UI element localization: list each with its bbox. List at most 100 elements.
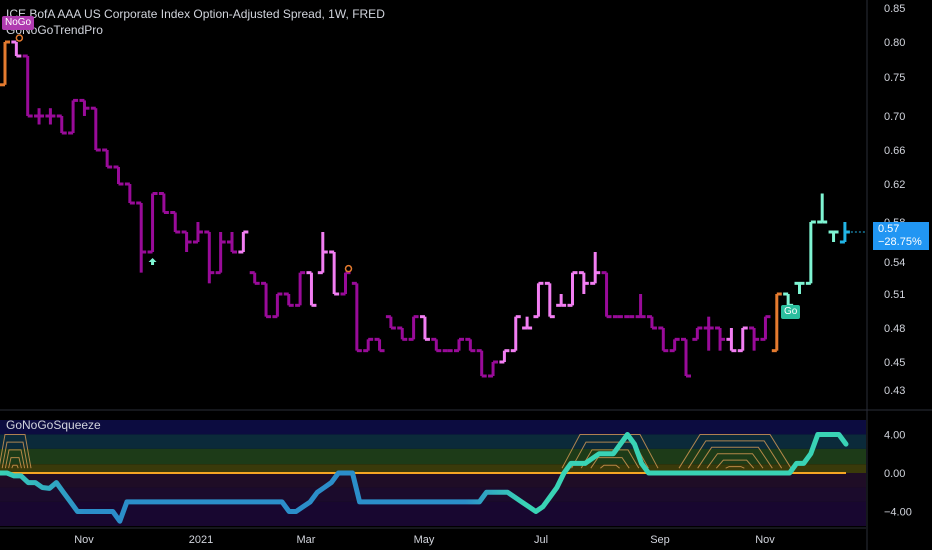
- squeeze-band: [0, 420, 866, 435]
- squeeze-fan-line: [4, 449, 26, 469]
- squeeze-fan-line: [580, 449, 640, 469]
- ohlc-bar: [692, 326, 703, 341]
- ohlc-bar: [749, 326, 760, 351]
- ohlc-bar: [590, 252, 601, 285]
- ohlc-bar: [703, 316, 714, 351]
- squeeze-band: [0, 487, 866, 502]
- squeeze-fan-line: [725, 466, 745, 469]
- squeeze-fan-line: [571, 441, 649, 469]
- ohlc-bar: [805, 220, 816, 285]
- ohlc-bar: [578, 271, 589, 294]
- ohlc-bar: [476, 349, 487, 378]
- ohlc-bar: [79, 98, 90, 116]
- price-tick-label: 0.54: [884, 257, 905, 269]
- ohlc-bar: [601, 271, 612, 319]
- ohlc-bar: [204, 230, 215, 284]
- ohlc-bar: [147, 192, 158, 254]
- time-tick-label: 2021: [189, 534, 213, 546]
- price-tick-label: 0.48: [884, 323, 905, 335]
- go-badge: Go: [781, 305, 801, 319]
- ohlc-bar: [794, 281, 805, 294]
- ohlc-bar: [227, 232, 237, 254]
- ohlc-bar: [726, 328, 737, 353]
- reversal-circle-marker: [15, 34, 24, 42]
- squeeze-fan-line: [11, 464, 19, 469]
- ohlc-bar: [431, 337, 442, 353]
- ohlc-bar: [238, 230, 249, 254]
- time-tick-label: Nov: [74, 534, 94, 546]
- last-price-change: −28.75%: [878, 236, 922, 248]
- time-tick-label: Mar: [297, 534, 316, 546]
- time-tick-label: Jul: [534, 534, 548, 546]
- ohlc-bar: [124, 182, 135, 205]
- ohlc-bar: [419, 315, 430, 341]
- price-tick-label: 0.80: [884, 37, 905, 49]
- time-tick-label: Sep: [650, 534, 670, 546]
- price-tick-label: 0.70: [884, 111, 905, 123]
- squeeze-line: [0, 432, 849, 524]
- ohlc-bar: [715, 326, 726, 351]
- ohlc-bar: [771, 292, 782, 353]
- squeeze-tick-label: −4.00: [884, 507, 912, 519]
- squeeze-title: GoNoGoSqueeze: [6, 418, 101, 432]
- ohlc-bar: [295, 271, 306, 307]
- squeeze-fan-line: [561, 433, 659, 469]
- ohlc-bar: [510, 315, 521, 353]
- ohlc-bar: [283, 292, 294, 307]
- squeeze-fan-line: [697, 446, 773, 469]
- ohlc-bar: [158, 192, 169, 214]
- price-tick-label: 0.51: [884, 289, 905, 301]
- ohlc-bar: [34, 108, 45, 125]
- price-tick-label: 0.66: [884, 145, 905, 157]
- ohlc-bar: [317, 232, 328, 275]
- ohlc-bar: [261, 281, 272, 319]
- price-tick-label: 0.43: [884, 385, 905, 397]
- price-tick-label: 0.45: [884, 357, 905, 369]
- ohlc-bar: [669, 337, 680, 353]
- ohlc-bar: [658, 326, 669, 353]
- ohlc-bar: [499, 349, 510, 364]
- squeeze-fan-line: [590, 457, 630, 469]
- squeeze-band: [0, 473, 866, 488]
- squeeze-tick-label: 4.00: [884, 429, 905, 441]
- squeeze-band: [0, 434, 866, 449]
- ohlc-bar: [681, 337, 691, 378]
- last-price-value: 0.57: [878, 223, 900, 235]
- ohlc-bar: [90, 106, 101, 152]
- ohlc-bar: [170, 211, 181, 234]
- price-tick-label: 0.85: [884, 3, 905, 15]
- ohlc-bar: [737, 326, 748, 353]
- ohlc-bar: [760, 315, 771, 341]
- ohlc-bar: [272, 292, 283, 319]
- ohlc-bar: [113, 165, 124, 186]
- squeeze-band: [0, 448, 866, 465]
- squeeze-fan-line: [0, 433, 32, 469]
- nogo-badge: NoGo: [2, 16, 35, 30]
- ohlc-bar: [45, 108, 56, 125]
- ohlc-bar: [522, 316, 533, 330]
- time-tick-label: Nov: [755, 534, 775, 546]
- squeeze-fan-line: [715, 459, 755, 469]
- ohlc-bar: [646, 315, 657, 330]
- squeeze-tick-label: 0.00: [884, 468, 905, 480]
- ohlc-bar: [567, 271, 578, 307]
- ohlc-bar: [22, 54, 33, 118]
- ohlc-bar: [329, 250, 340, 296]
- ohlc-bar: [68, 98, 79, 135]
- ohlc-bar: [488, 360, 499, 378]
- last-price-tag: 0.57 −28.75%: [873, 222, 929, 250]
- ohlc-bar: [181, 230, 192, 252]
- ohlc-bar: [56, 114, 67, 135]
- ohlc-bar: [408, 315, 419, 341]
- squeeze-fan-line: [687, 440, 783, 469]
- ohlc-bar: [635, 294, 646, 319]
- ohlc-bar: [136, 201, 147, 273]
- price-tick-label: 0.62: [884, 179, 905, 191]
- squeeze-fan-line: [8, 457, 22, 469]
- squeeze-band: [0, 501, 866, 526]
- ohlc-bar: [454, 337, 464, 353]
- ohlc-bar: [249, 271, 260, 285]
- ohlc-bar: [11, 40, 22, 58]
- ohlc-series: [0, 40, 850, 378]
